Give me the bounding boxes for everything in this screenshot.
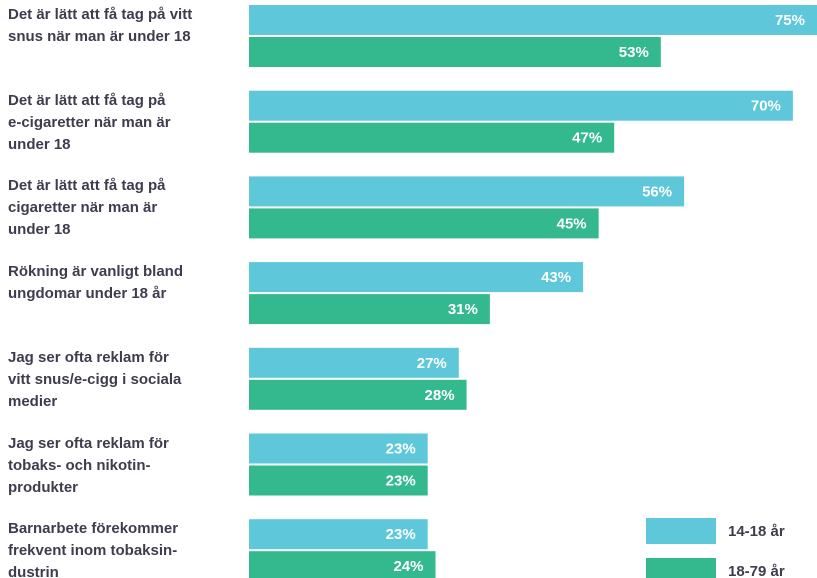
value-label: 75% [775,12,805,29]
bar [249,465,428,496]
bar [249,294,490,325]
bar [249,122,615,153]
value-label: 24% [393,558,423,575]
value-label: 70% [751,98,781,115]
value-label: 47% [572,130,602,147]
bar [249,90,793,121]
bar [249,37,661,67]
category-label: Rökning är vanligt bland ungdomar under … [8,263,184,303]
value-label: 53% [619,44,649,61]
bar [249,262,584,293]
bar [249,208,599,239]
value-label: 28% [425,387,455,404]
value-label: 31% [448,301,478,318]
category-label: Det är lätt att få tag på vitt snus när … [8,6,193,45]
value-label: 56% [642,183,672,200]
value-label: 27% [417,355,447,372]
category-label: Jag ser ofta reklam för tobaks- och niko… [8,434,169,496]
bar [249,176,685,207]
bar [249,519,428,550]
bar [249,5,817,35]
value-label: 23% [386,440,416,457]
value-label: 23% [386,472,416,489]
category-label: Det är lätt att få tag på e-cigaretter n… [8,91,171,153]
category-label: Det är lätt att få tag på cigaretter när… [8,177,166,239]
value-label: 45% [557,215,587,232]
bar [249,379,467,410]
bar [249,347,459,378]
legend-label: 18-79 år [728,563,785,578]
value-label: 43% [541,269,571,286]
legend-swatch [646,558,716,578]
value-label: 23% [386,526,416,543]
bar [249,551,436,578]
legend-swatch [646,518,716,544]
category-label: Barnarbete förekommer frekvent inom toba… [8,520,179,578]
bar [249,433,428,464]
category-label: Jag ser ofta reklam för vitt snus/e-cigg… [8,348,182,410]
legend-label: 14-18 år [728,523,785,540]
